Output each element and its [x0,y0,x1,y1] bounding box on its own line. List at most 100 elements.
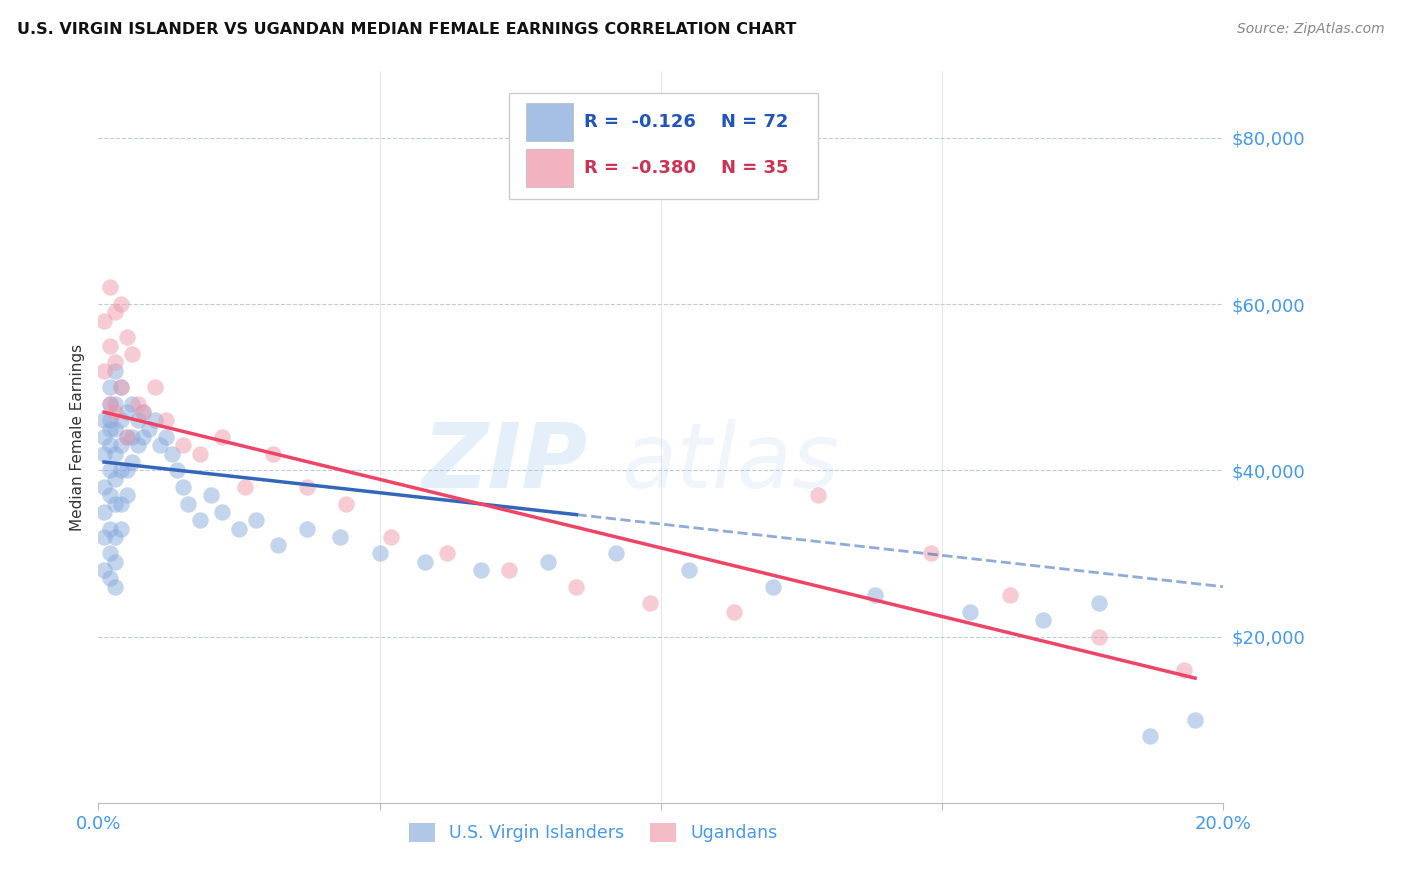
Point [132,430,155,444]
Point [121,347,143,361]
Point [98,422,121,436]
Point [1184,713,1206,727]
Point [98,546,121,560]
Point [115,430,138,444]
Text: Source: ZipAtlas.com: Source: ZipAtlas.com [1237,22,1385,37]
Point [188,513,211,527]
Point [132,405,155,419]
Point [762,580,785,594]
Point [98,521,121,535]
Point [920,546,942,560]
Point [93,480,115,494]
Point [98,380,121,394]
Point [104,555,127,569]
Point [93,430,115,444]
Point [98,413,121,427]
Point [104,497,127,511]
Point [211,505,233,519]
Text: U.S. VIRGIN ISLANDER VS UGANDAN MEDIAN FEMALE EARNINGS CORRELATION CHART: U.S. VIRGIN ISLANDER VS UGANDAN MEDIAN F… [17,22,796,37]
Point [998,588,1021,602]
Point [245,513,267,527]
Point [104,305,127,319]
Point [1032,613,1054,627]
FancyBboxPatch shape [509,94,818,200]
Point [177,497,200,511]
FancyBboxPatch shape [526,103,574,141]
Point [98,438,121,452]
Point [160,447,183,461]
Point [723,605,745,619]
Point [110,438,132,452]
Point [1088,596,1111,610]
Point [93,314,115,328]
Point [127,413,149,427]
Point [149,438,172,452]
Point [638,596,661,610]
Text: R =  -0.380    N = 35: R = -0.380 N = 35 [585,160,789,178]
Point [98,397,121,411]
Point [498,563,520,577]
Point [380,530,402,544]
Y-axis label: Median Female Earnings: Median Female Earnings [69,343,84,531]
Point [98,338,121,352]
Point [121,397,143,411]
Point [115,405,138,419]
Point [98,280,121,294]
Point [115,463,138,477]
Point [436,546,458,560]
Point [1173,663,1195,677]
Point [132,405,155,419]
Point [98,397,121,411]
Point [127,438,149,452]
Point [368,546,391,560]
Point [605,546,627,560]
Point [110,297,132,311]
Point [565,580,588,594]
Point [98,488,121,502]
Point [470,563,492,577]
Point [127,397,149,411]
Point [262,447,284,461]
Point [93,447,115,461]
Point [678,563,700,577]
Point [104,447,127,461]
Text: ZIP: ZIP [422,418,588,507]
Point [93,505,115,519]
Point [413,555,436,569]
Point [110,497,132,511]
Point [104,363,127,377]
Point [104,397,127,411]
FancyBboxPatch shape [526,149,574,187]
Point [104,530,127,544]
Point [93,563,115,577]
Point [1088,630,1111,644]
Point [110,463,132,477]
Point [807,488,830,502]
Point [188,447,211,461]
Point [335,497,357,511]
Point [172,438,194,452]
Point [93,363,115,377]
Point [143,413,166,427]
Point [959,605,981,619]
Point [93,413,115,427]
Point [143,380,166,394]
Point [115,330,138,344]
Point [295,521,318,535]
Point [329,530,352,544]
Point [200,488,222,502]
Point [166,463,188,477]
Point [104,422,127,436]
Point [104,355,127,369]
Point [110,413,132,427]
Point [104,472,127,486]
Legend: U.S. Virgin Islanders, Ugandans: U.S. Virgin Islanders, Ugandans [402,816,785,849]
Point [1139,729,1161,743]
Point [110,380,132,394]
Point [98,571,121,585]
Point [138,422,160,436]
Point [155,430,177,444]
Point [98,463,121,477]
Point [93,530,115,544]
Point [267,538,290,552]
